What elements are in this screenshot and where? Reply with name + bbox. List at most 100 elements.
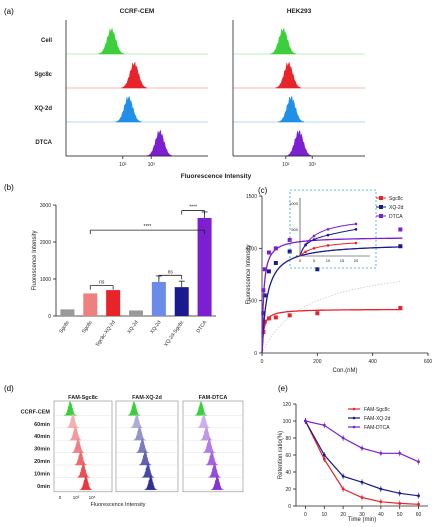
inset-tick-label: 500 xyxy=(291,227,298,232)
inset-tick-label: 0 xyxy=(296,254,299,259)
tick-label: 0 xyxy=(304,512,307,518)
panel-label-a: (a) xyxy=(4,7,14,16)
bar xyxy=(197,217,212,316)
row-label: Cell xyxy=(41,38,52,44)
data-point xyxy=(266,269,271,274)
legend-label: FAM-Sgc8c xyxy=(364,407,390,413)
tick-label: 120 xyxy=(283,402,292,408)
tick-label: 10³ xyxy=(148,162,156,168)
inset-point xyxy=(304,243,307,247)
data-point xyxy=(379,487,383,491)
series-line xyxy=(304,420,419,505)
x-axis-label: Time (min) xyxy=(348,517,376,523)
data-point xyxy=(273,246,278,251)
histogram-peak xyxy=(133,426,146,441)
data-point xyxy=(417,494,420,498)
category-label: XQ-2d-Sgc8c xyxy=(163,319,185,347)
inset-point xyxy=(312,247,316,250)
fit-curve xyxy=(261,308,403,354)
tick-label: 60 xyxy=(285,453,291,459)
inset-tick-label: 5 xyxy=(313,258,316,263)
histogram-peak xyxy=(127,400,141,416)
inset-point xyxy=(326,227,330,231)
histogram-peak xyxy=(146,129,173,157)
histogram-peak xyxy=(200,425,213,441)
histogram-peak xyxy=(285,129,313,157)
histogram-frame xyxy=(115,400,179,493)
tick-label: 80 xyxy=(285,436,291,442)
histogram-peak xyxy=(202,437,216,453)
row-label: XQ-2d xyxy=(34,106,52,112)
legend-label: DTCA xyxy=(389,214,403,220)
data-point xyxy=(379,451,383,455)
bar xyxy=(60,309,75,316)
data-point xyxy=(262,319,267,324)
data-point xyxy=(322,423,326,427)
histogram-frame xyxy=(53,400,113,493)
row-label: Sgc8c xyxy=(34,72,52,78)
inset-tick-label: 15 xyxy=(340,258,345,263)
inset-tick-label: 10 xyxy=(326,258,331,263)
y-axis-label: Fluorescence Intensity xyxy=(246,244,252,304)
tick-label: 60 xyxy=(416,512,422,518)
data-point xyxy=(417,460,420,464)
histogram-frame xyxy=(182,400,244,493)
tick-label: 0 xyxy=(48,314,51,320)
bar xyxy=(174,287,189,316)
tick-label: 400 xyxy=(368,359,377,365)
histogram-peak xyxy=(210,475,224,490)
tick-label: 10² xyxy=(282,162,290,168)
data-point xyxy=(341,487,345,491)
histogram-title: FAM-XQ-2d xyxy=(132,395,162,401)
data-point xyxy=(398,305,403,310)
data-point xyxy=(262,267,267,272)
data-point xyxy=(398,244,403,249)
panel-label-e: (e) xyxy=(278,384,288,393)
legend-marker xyxy=(352,416,356,420)
data-point xyxy=(261,288,266,293)
histogram-peak xyxy=(194,400,208,416)
tick-label: 1500 xyxy=(246,194,257,200)
background-curve xyxy=(261,281,401,354)
panel-d-stability-histograms: FAM-Sgc8c FAM-XQ-2d FAM-DTCA CCRF-CEM 60min 4… xyxy=(21,395,244,508)
histogram-peak xyxy=(98,27,125,55)
data-point xyxy=(262,293,267,298)
x-axis-label: Fluorescence Intensity xyxy=(90,502,145,508)
tick-label: 600 xyxy=(424,359,433,365)
data-point xyxy=(398,227,403,232)
histogram-peak xyxy=(74,450,88,466)
data-point xyxy=(341,436,345,440)
x-axis-label: Con.(nM) xyxy=(332,368,357,374)
legend-marker xyxy=(352,407,356,411)
histogram-peak xyxy=(144,475,157,490)
legend-marker xyxy=(352,425,356,429)
inset-tick-label: 20 xyxy=(354,258,359,263)
bar xyxy=(83,293,98,316)
histogram-peak xyxy=(121,61,148,89)
histogram-peak xyxy=(66,413,80,428)
category-label: Sgc8c xyxy=(58,319,71,334)
panel-a-histograms: CCRF-CEM 10² 10³ HEK293 10² 10³ Cell Sgc8c XQ-2d… xyxy=(34,8,365,180)
legend-label: FAM-XQ-2d xyxy=(364,416,391,422)
tick-label: 40 xyxy=(378,512,384,518)
histogram-peak xyxy=(79,475,93,490)
panel-label-c: (c) xyxy=(258,186,268,195)
histogram-peak xyxy=(63,400,77,416)
histogram-peak xyxy=(197,413,211,428)
data-point xyxy=(273,260,278,265)
histogram-peak xyxy=(71,438,85,453)
histogram-peak xyxy=(138,450,152,466)
data-point xyxy=(287,237,292,242)
data-point xyxy=(398,491,402,495)
data-point xyxy=(287,313,292,318)
tick-label: 30 xyxy=(359,512,365,518)
inset-tick-label: 1000 xyxy=(289,201,299,206)
row-label: 20min xyxy=(34,459,51,465)
tick-label: 3000 xyxy=(40,203,51,209)
legend-label: XQ-2d xyxy=(389,205,404,211)
inset-tick-label: 0 xyxy=(299,258,302,263)
panel-label-b: (b) xyxy=(4,183,14,192)
data-point xyxy=(398,451,402,455)
